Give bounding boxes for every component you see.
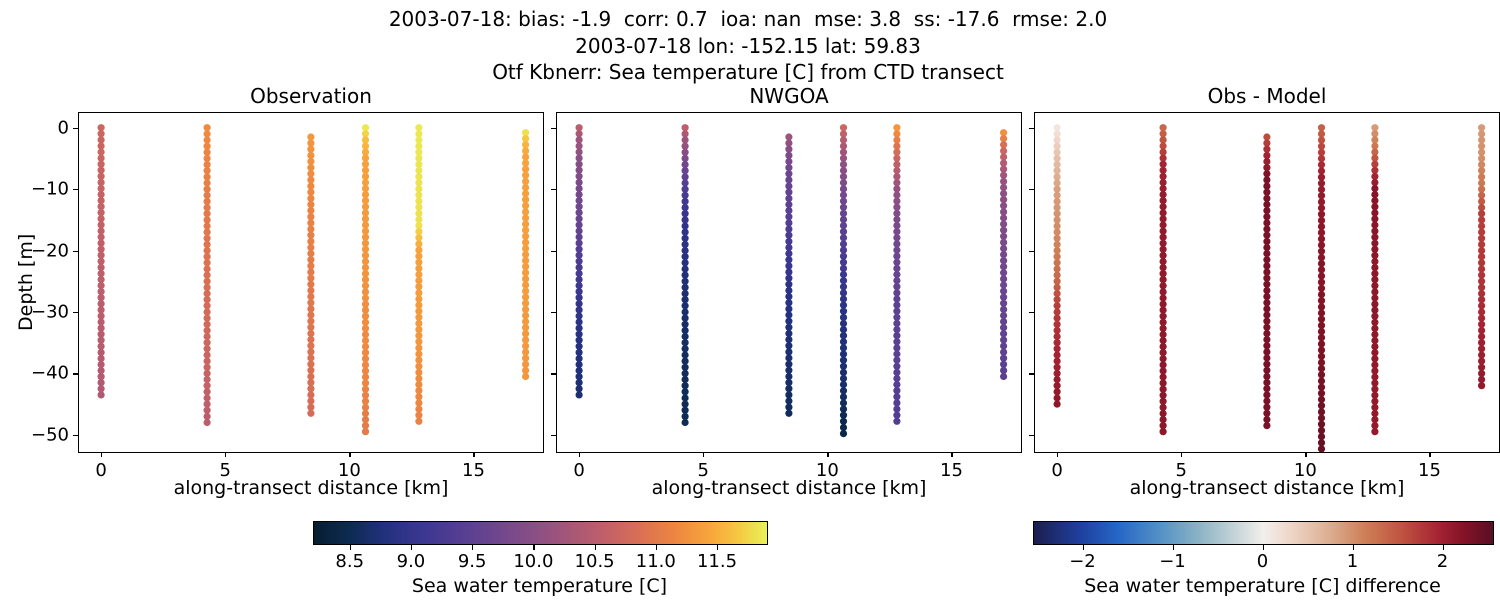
y-tick-mark [1029, 250, 1034, 252]
y-tick-mark [551, 434, 556, 436]
x-tick-mark [1057, 452, 1059, 457]
x-tick-mark [1305, 452, 1307, 457]
x-tick-mark [225, 452, 227, 457]
panel-nwgoa-title: NWGOA [749, 84, 829, 108]
x-tick-label: 5 [697, 460, 709, 481]
y-axis-label: Depth [m] [15, 233, 37, 332]
x-tick-mark [473, 452, 475, 457]
colorbar-tick-label: 10.5 [574, 551, 615, 572]
y-tick-mark [1029, 311, 1034, 314]
colorbar-tick-mark [1442, 545, 1444, 550]
colorbar-tick-mark [717, 545, 719, 550]
x-tick-label: 0 [95, 460, 107, 481]
y-tick-mark [73, 434, 78, 436]
y-tick-label: −40 [31, 362, 69, 384]
panel-observation: Observation Depth [m] along-transect dis… [15, 84, 544, 499]
colorbar-tick-label: 0 [1256, 551, 1269, 572]
colorbar-difference-gradient [1033, 521, 1494, 545]
x-tick-label: 10 [337, 460, 361, 481]
colorbar-tick-mark [533, 545, 535, 550]
x-tick-mark [579, 452, 581, 457]
figure-title-metrics: 2003-07-18: bias: -1.9 corr: 0.7 ioa: na… [388, 7, 1108, 31]
scatter-points-layer [97, 124, 530, 436]
colorbar-tick-mark [472, 545, 474, 550]
y-tick-mark [551, 311, 556, 314]
y-tick-label: −50 [31, 424, 69, 446]
y-tick-mark [73, 250, 78, 252]
colorbar-tick-label: 1 [1346, 551, 1359, 572]
colorbar-tick-mark [410, 545, 413, 550]
colorbar-temperature: Sea water temperature [C] 8.5 9.0 9.5 10.0 1… [313, 521, 768, 597]
x-tick-label: 15 [940, 460, 963, 481]
panel-nwgoa: NWGOA along-transect distance [km] 0 5 10 1… [551, 84, 1022, 499]
panel-obs-minus-model-title: Obs - Model [1207, 84, 1327, 108]
colorbar-tick-label: 10.0 [513, 551, 554, 572]
x-axis-label: along-transect distance [km] [173, 477, 449, 499]
x-tick-label: 10 [1293, 460, 1317, 481]
colorbar-tick-label: 8.5 [335, 551, 365, 572]
x-tick-label: 0 [573, 460, 585, 481]
colorbar-tick-label: −1 [1159, 551, 1186, 572]
colorbar-tick-mark [1262, 545, 1264, 550]
colorbar-tick-mark [1172, 545, 1174, 550]
y-tick-mark [1029, 127, 1034, 129]
y-tick-mark [73, 311, 78, 314]
colorbar-temperature-gradient [313, 521, 768, 545]
colorbar-tick-label: 11.5 [696, 551, 738, 572]
x-tick-label: 5 [1175, 460, 1187, 481]
x-axis-label: along-transect distance [km] [651, 477, 927, 499]
x-tick-label: 15 [462, 460, 485, 481]
scatter-points-layer [1053, 124, 1486, 452]
figure-title-dataset: Otf Kbnerr: Sea temperature [C] from CTD… [492, 60, 1004, 84]
colorbar-difference: Sea water temperature [C] difference −2 −… [1033, 521, 1494, 597]
colorbar-tick-mark [349, 545, 351, 550]
colorbar-tick-mark [1352, 545, 1354, 550]
x-tick-label: 10 [815, 460, 839, 481]
x-tick-mark [1429, 452, 1431, 457]
colorbar-tick-mark [655, 545, 657, 550]
y-tick-mark [551, 373, 556, 375]
colorbar-tick-label: 2 [1436, 551, 1449, 572]
colorbar-tick-label: 9.0 [396, 551, 426, 572]
colorbar-tick-mark [594, 545, 596, 550]
y-tick-mark [551, 127, 556, 129]
y-tick-mark [73, 189, 78, 191]
y-tick-label: 0 [57, 117, 69, 139]
panel-observation-title: Observation [250, 84, 372, 108]
colorbar-tick-label: −2 [1069, 551, 1096, 572]
y-tick-mark [1029, 189, 1034, 191]
y-tick-mark [551, 250, 556, 252]
x-tick-label: 0 [1051, 460, 1063, 481]
x-axis-label: along-transect distance [km] [1129, 477, 1405, 499]
colorbar-tick-label: 9.5 [457, 551, 487, 572]
x-tick-mark [703, 452, 705, 457]
y-tick-mark [73, 127, 78, 129]
x-tick-mark [951, 452, 953, 457]
scatter-points-layer [575, 124, 1008, 438]
x-tick-label: 5 [219, 460, 231, 481]
colorbar-difference-label: Sea water temperature [C] difference [1084, 575, 1441, 597]
colorbar-temperature-label: Sea water temperature [C] [411, 575, 668, 597]
x-tick-mark [1181, 452, 1183, 457]
x-tick-mark [349, 452, 351, 457]
y-tick-mark [1029, 373, 1034, 375]
x-tick-mark [101, 452, 103, 457]
x-tick-label: 15 [1418, 460, 1441, 481]
y-tick-label: −30 [31, 301, 69, 323]
y-tick-mark [551, 189, 556, 191]
y-tick-label: −10 [31, 178, 69, 200]
colorbar-tick-label: 11.0 [635, 551, 676, 572]
x-tick-mark [827, 452, 829, 457]
y-tick-mark [73, 373, 78, 375]
figure-title-location: 2003-07-18 lon: -152.15 lat: 59.83 [575, 34, 921, 58]
colorbar-tick-mark [1082, 545, 1084, 550]
panel-obs-minus-model: Obs - Model along-transect distance [km]… [1029, 84, 1500, 499]
y-tick-label: −20 [31, 240, 69, 262]
y-tick-mark [1029, 434, 1034, 436]
